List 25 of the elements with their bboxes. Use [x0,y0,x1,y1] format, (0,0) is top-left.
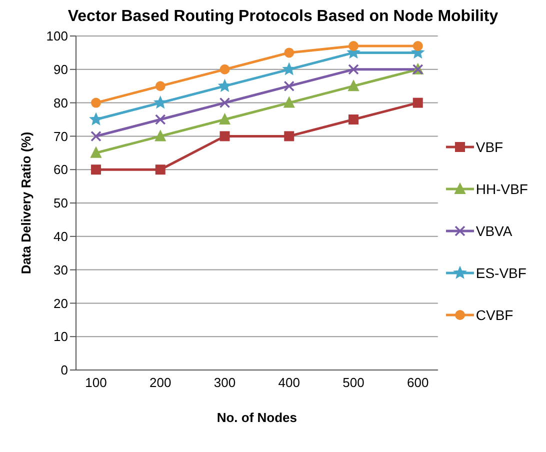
x-tick-label: 400 [278,375,300,390]
y-tick-label: 90 [54,62,68,78]
legend-label: VBF [476,139,504,155]
x-axis-title: No. of Nodes [216,410,298,425]
legend-label: VBVA [476,223,512,239]
y-tick-label: 60 [54,162,68,178]
y-tick-label: 30 [54,262,68,278]
legend-label: ES-VBF [476,265,526,281]
y-tick-label: 80 [54,95,68,110]
y-tick-label: 50 [54,196,68,211]
x-tick-label: 500 [342,375,364,390]
x-tick-label: 600 [407,375,429,390]
x-tick-label: 300 [214,375,236,390]
legend-label: CVBF [476,307,514,323]
y-tick-label: 10 [54,329,68,344]
y-tick-label: 40 [54,229,68,244]
legend-label: HH-VBF [476,181,528,197]
y-tick-label: 70 [54,128,68,144]
y-tick-label: 20 [54,296,68,311]
y-tick-label: 0 [60,362,68,378]
chart-title: Vector Based Routing Protocols Based on Node Mobility [66,8,500,26]
y-axis-title: Data Delivery Ratio (%) [18,132,34,274]
x-tick-label: 100 [85,375,107,390]
x-tick-label: 200 [150,375,172,390]
y-tick-label: 100 [46,28,68,44]
